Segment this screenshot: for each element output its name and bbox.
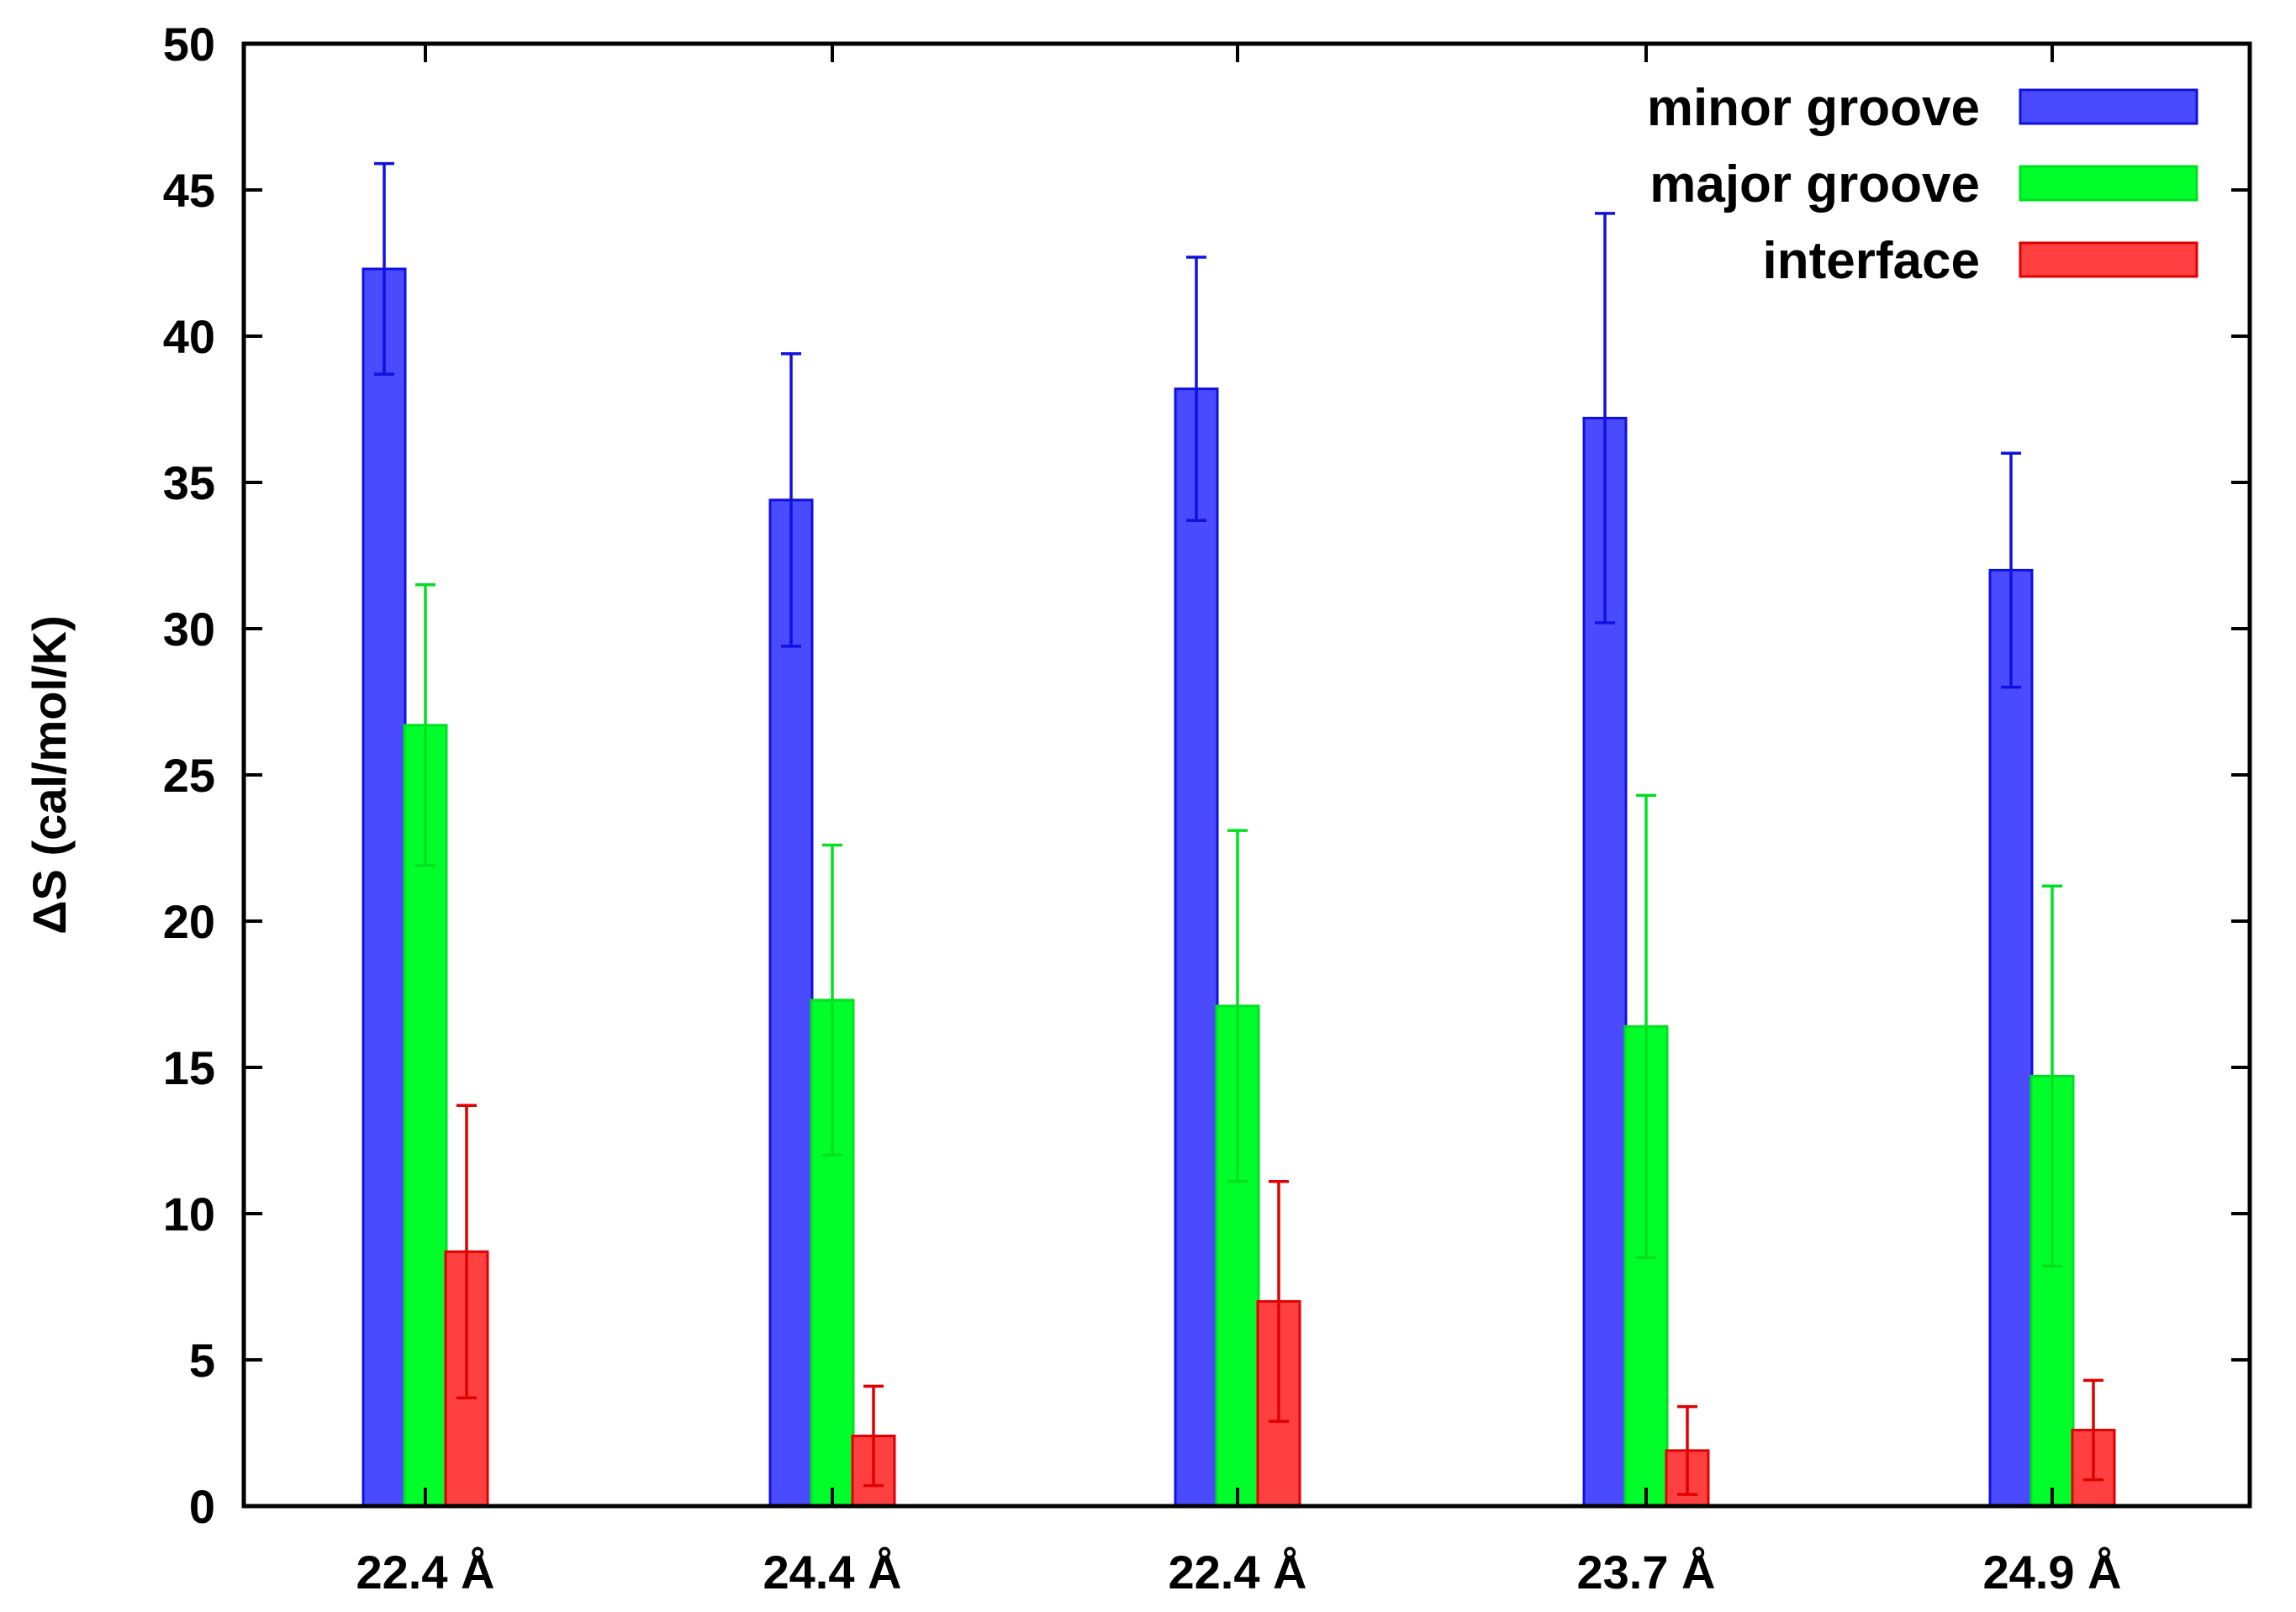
legend-label: interface — [1763, 232, 1980, 290]
error-bar-minor-groove-2 — [781, 352, 801, 648]
y-axis-title: ΔS (cal/mol/K) — [23, 615, 76, 934]
bar-minor-groove-5 — [1988, 568, 2034, 1508]
error-bar-minor-groove-4 — [1595, 212, 1615, 624]
bar-minor-groove-3 — [1174, 387, 1219, 1508]
y-tick-label: 0 — [189, 1480, 215, 1533]
error-bar-major-groove-4 — [1636, 793, 1656, 1259]
y-tick-label: 30 — [163, 603, 215, 656]
error-bar-major-groove-2 — [822, 843, 842, 1157]
y-tick-label: 20 — [163, 895, 215, 948]
legend-entry-interface: interface — [1763, 232, 2198, 290]
legend-entry-minor-groove: minor groove — [1647, 79, 2198, 137]
error-bars-layer — [374, 161, 2103, 1496]
x-tick-labels: 22.4 Å 24.4 Å 22.4 Å 23.7 Å 24.9 Å — [356, 1546, 2122, 1599]
legend-swatch — [2019, 241, 2198, 278]
legend-swatch — [2019, 165, 2198, 202]
x-tick-label: 22.4 Å — [1169, 1546, 1307, 1599]
y-tick-label: 25 — [163, 749, 215, 802]
plot-area-frame — [241, 41, 2252, 1509]
y-tick-label: 50 — [163, 18, 215, 71]
bar-minor-groove-2 — [768, 498, 814, 1508]
x-tick-label: 24.9 Å — [1983, 1546, 2122, 1599]
error-bar-major-groove-5 — [2042, 884, 2062, 1268]
x-tick-label: 22.4 Å — [356, 1546, 495, 1599]
error-bar-minor-groove-5 — [2001, 451, 2021, 689]
bar-minor-groove-4 — [1582, 416, 1628, 1508]
error-bar-interface-5 — [2083, 1378, 2103, 1482]
error-bar-minor-groove-3 — [1186, 255, 1206, 522]
y-tick-label: 45 — [163, 164, 215, 217]
x-tick-label: 24.4 Å — [763, 1546, 902, 1599]
error-bar-interface-4 — [1677, 1404, 1697, 1496]
bar-minor-groove-1 — [362, 267, 407, 1508]
y-tick-label: 40 — [163, 310, 215, 363]
error-bar-interface-1 — [457, 1104, 477, 1399]
legend-label: major groove — [1649, 155, 1980, 213]
error-bar-interface-2 — [863, 1384, 884, 1488]
y-tick-labels: 0 5 10 15 20 25 30 35 40 45 50 — [163, 18, 215, 1533]
y-tick-label: 35 — [163, 456, 215, 509]
legend-swatch — [2019, 88, 2198, 125]
error-bar-major-groove-3 — [1227, 829, 1248, 1183]
x-tick-label: 23.7 Å — [1577, 1546, 1716, 1599]
y-tick-label: 10 — [163, 1188, 215, 1241]
error-bar-minor-groove-1 — [374, 161, 394, 376]
legend-label: minor groove — [1647, 79, 1980, 137]
error-bar-major-groove-1 — [415, 583, 435, 867]
error-bar-interface-3 — [1269, 1179, 1289, 1423]
legend: minor groove major groove interface — [1647, 79, 2198, 290]
y-tick-label: 5 — [189, 1334, 215, 1387]
legend-entry-major-groove: major groove — [1649, 155, 2198, 213]
y-tick-label: 15 — [163, 1041, 215, 1094]
